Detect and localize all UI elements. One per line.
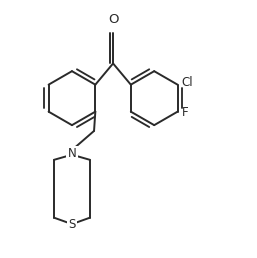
Text: O: O xyxy=(108,13,118,26)
Text: S: S xyxy=(68,217,76,231)
Text: F: F xyxy=(181,107,188,119)
Text: Cl: Cl xyxy=(181,76,193,88)
Text: N: N xyxy=(68,147,76,160)
